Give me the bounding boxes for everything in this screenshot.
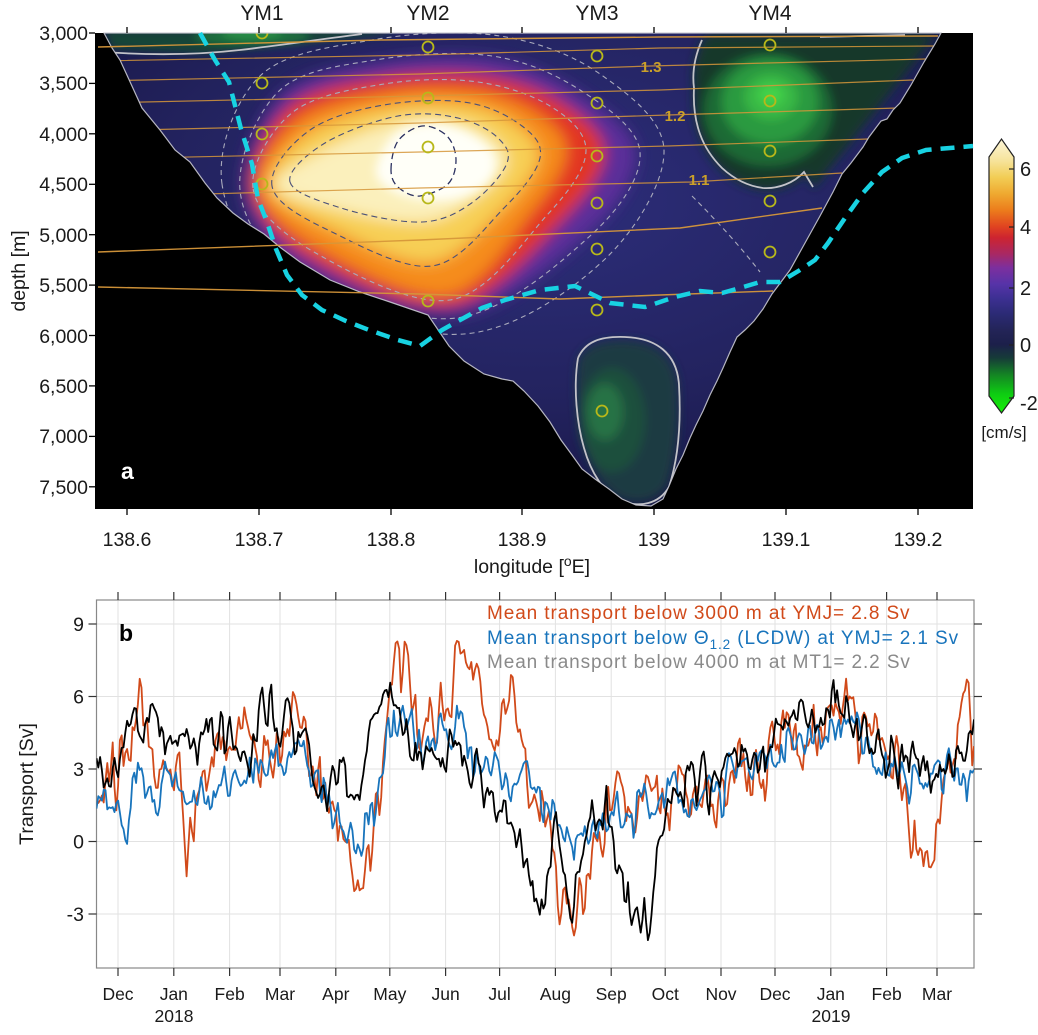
svg-text:138.9: 138.9 [498, 529, 547, 551]
svg-text:2: 2 [1020, 278, 1031, 300]
svg-text:Apr: Apr [322, 984, 349, 1004]
svg-text:7,500: 7,500 [39, 477, 88, 499]
svg-text:Jun: Jun [431, 984, 459, 1004]
svg-text:0: 0 [73, 832, 84, 854]
svg-text:Sep: Sep [596, 984, 627, 1004]
svg-text:YM1: YM1 [240, 2, 283, 25]
svg-text:[cm/s]: [cm/s] [981, 423, 1026, 442]
svg-text:6,000: 6,000 [39, 326, 88, 348]
svg-text:6: 6 [1020, 159, 1031, 181]
svg-text:Oct: Oct [652, 984, 679, 1004]
svg-text:Mar: Mar [922, 984, 952, 1004]
svg-text:Feb: Feb [215, 984, 245, 1004]
svg-text:-3: -3 [67, 904, 84, 926]
svg-text:Feb: Feb [872, 984, 902, 1004]
svg-text:0: 0 [1020, 335, 1031, 357]
svg-text:138.6: 138.6 [103, 529, 152, 551]
svg-text:3: 3 [73, 759, 84, 781]
svg-text:Transport [Sv]: Transport [Sv] [16, 723, 38, 845]
svg-text:Jul: Jul [488, 984, 510, 1004]
svg-text:Dec: Dec [102, 984, 133, 1004]
svg-text:longitude [oE]: longitude [oE] [474, 553, 590, 578]
svg-text:139.1: 139.1 [762, 529, 811, 551]
svg-text:138.7: 138.7 [235, 529, 284, 551]
svg-text:2019: 2019 [812, 1006, 851, 1026]
svg-text:-2: -2 [1020, 393, 1038, 415]
svg-text:5,000: 5,000 [39, 225, 88, 247]
svg-text:3,500: 3,500 [39, 73, 88, 95]
svg-text:6: 6 [73, 687, 84, 709]
svg-text:1.3: 1.3 [641, 59, 662, 76]
svg-text:a: a [121, 458, 134, 484]
svg-text:4: 4 [1020, 217, 1031, 239]
svg-text:Mean transport below 4000 m at: Mean transport below 4000 m at MT1= 2.2 … [487, 652, 911, 673]
svg-text:139.2: 139.2 [894, 529, 943, 551]
svg-text:6,500: 6,500 [39, 376, 88, 398]
svg-text:5,500: 5,500 [39, 275, 88, 297]
svg-text:2018: 2018 [155, 1006, 194, 1026]
svg-text:b: b [119, 620, 133, 646]
svg-text:3,000: 3,000 [39, 23, 88, 45]
svg-text:138.8: 138.8 [367, 529, 416, 551]
svg-text:Nov: Nov [705, 984, 736, 1004]
svg-text:Aug: Aug [540, 984, 571, 1004]
svg-text:Dec: Dec [759, 984, 790, 1004]
svg-text:YM4: YM4 [748, 2, 792, 25]
svg-text:depth [m]: depth [m] [8, 230, 30, 311]
svg-text:Jan: Jan [160, 984, 188, 1004]
svg-text:139: 139 [638, 529, 671, 551]
svg-text:9: 9 [73, 614, 84, 636]
svg-text:May: May [373, 984, 406, 1004]
svg-text:Jan: Jan [817, 984, 845, 1004]
svg-text:4,500: 4,500 [39, 174, 88, 196]
svg-text:YM3: YM3 [575, 2, 618, 25]
svg-text:1.2: 1.2 [665, 108, 686, 125]
svg-text:Mean transport below 3000 m at: Mean transport below 3000 m at YMJ= 2.8 … [487, 603, 910, 624]
svg-text:Mean transport below Θ1.2 (LCD: Mean transport below Θ1.2 (LCDW) at YMJ=… [487, 628, 959, 652]
svg-text:YM2: YM2 [406, 2, 449, 25]
svg-text:7,000: 7,000 [39, 426, 88, 448]
svg-text:1.1: 1.1 [689, 172, 710, 189]
svg-text:4,000: 4,000 [39, 124, 88, 146]
svg-text:Mar: Mar [265, 984, 295, 1004]
